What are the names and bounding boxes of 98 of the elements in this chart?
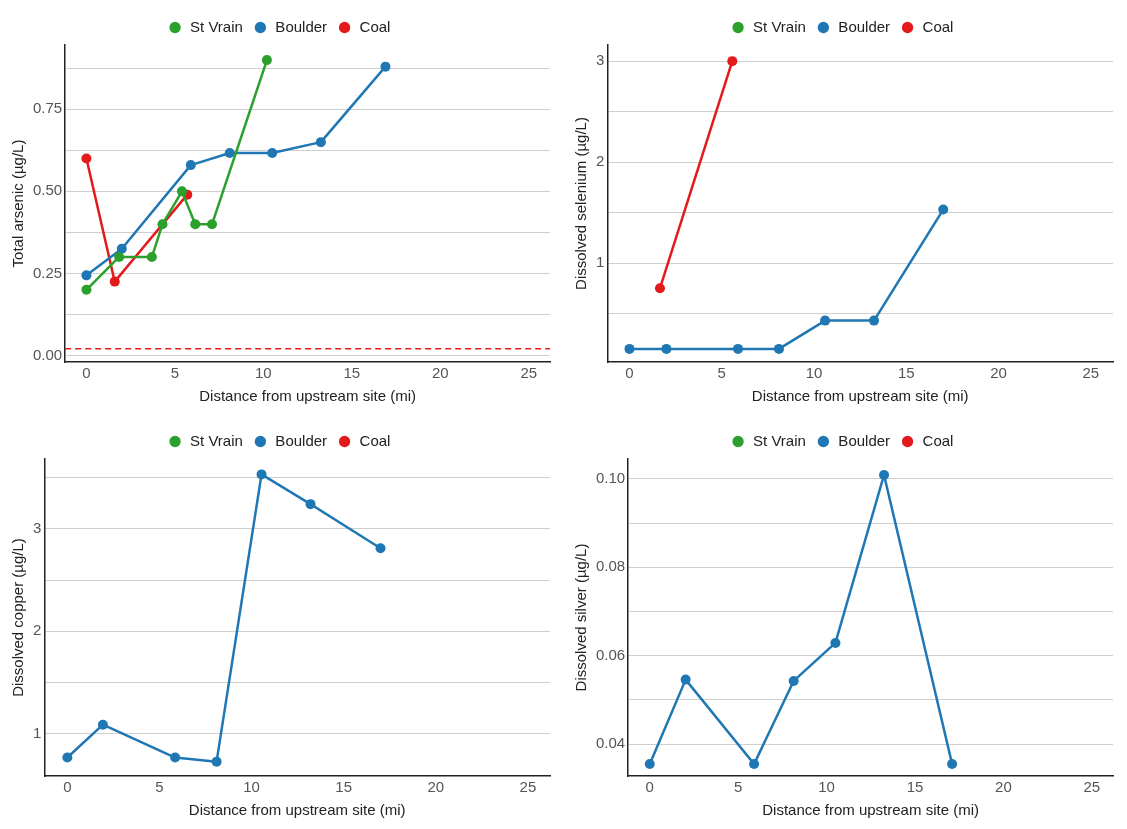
point — [267, 147, 278, 158]
point — [176, 186, 187, 197]
point — [305, 499, 316, 510]
x-tick-label: 25 — [1083, 778, 1101, 796]
y-tick-label: 3 — [596, 51, 605, 69]
point — [114, 251, 125, 262]
point — [81, 284, 92, 295]
point — [869, 315, 880, 326]
point — [62, 752, 73, 763]
x-tick-label: 10 — [818, 778, 835, 796]
point — [375, 543, 386, 554]
x-tick-label: 20 — [995, 778, 1012, 796]
point — [938, 204, 949, 215]
point — [207, 219, 218, 230]
point — [157, 219, 168, 230]
x-tick-label: 20 — [427, 778, 445, 796]
point — [820, 315, 831, 326]
legend-label: Boulder — [838, 431, 891, 449]
x-tick-label: 20 — [990, 364, 1007, 382]
point — [97, 719, 108, 730]
point — [170, 752, 181, 763]
legend-label: Coal — [922, 431, 954, 449]
legend-label: Coal — [922, 17, 954, 35]
point — [644, 759, 655, 770]
legend-label: Boulder — [838, 17, 891, 35]
y-axis-title: Dissolved selenium (µg/L) — [572, 117, 590, 290]
y-tick-label: 2 — [596, 152, 605, 170]
point — [116, 243, 127, 254]
legend-label: Coal — [359, 431, 391, 449]
x-tick-label: 0 — [625, 364, 634, 382]
point — [256, 469, 267, 480]
y-tick-label: 0.04 — [595, 734, 626, 752]
point — [315, 137, 326, 148]
point — [830, 637, 841, 648]
x-tick-label: 10 — [243, 778, 260, 796]
x-tick-label: 25 — [1082, 364, 1100, 382]
x-axis-title: Distance from upstream site (mi) — [751, 387, 969, 405]
point — [727, 56, 738, 67]
point — [680, 674, 691, 685]
x-tick-label: 15 — [343, 364, 361, 382]
x-tick-label: 15 — [906, 778, 924, 796]
x-tick-label: 0 — [645, 778, 654, 796]
point — [190, 219, 201, 230]
point — [947, 759, 958, 770]
x-tick-label: 15 — [897, 364, 915, 382]
point — [261, 55, 272, 66]
x-tick-label: 5 — [155, 778, 164, 796]
y-tick-label: 1 — [33, 724, 42, 742]
point — [81, 270, 92, 281]
x-tick-label: 20 — [431, 364, 449, 382]
x-tick-label: 5 — [734, 778, 743, 796]
legend-label: St Vrain — [190, 431, 243, 449]
y-tick-label: 0.06 — [595, 645, 626, 663]
x-axis-title: Distance from upstream site (mi) — [762, 801, 979, 819]
legend-label: St Vrain — [753, 431, 806, 449]
point — [224, 147, 235, 158]
x-tick-label: 25 — [519, 778, 537, 796]
point — [788, 675, 799, 686]
point — [624, 343, 635, 354]
point — [749, 759, 760, 770]
y-axis-title: Dissolved silver (µg/L) — [572, 543, 590, 692]
point — [185, 160, 196, 171]
y-tick-label: 0.50 — [32, 181, 63, 199]
point — [81, 153, 92, 164]
x-tick-label: 5 — [170, 364, 180, 382]
point — [109, 276, 120, 287]
legend-label: St Vrain — [190, 17, 243, 35]
point — [773, 343, 784, 354]
x-tick-label: 15 — [335, 778, 353, 796]
x-tick-label: 5 — [717, 364, 726, 382]
x-tick-label: 0 — [82, 364, 91, 382]
x-axis-title: Distance from upstream site (mi) — [188, 801, 406, 819]
y-tick-label: 1 — [596, 253, 605, 271]
x-tick-label: 0 — [63, 778, 72, 796]
legend-label: Boulder — [275, 431, 328, 449]
x-axis-title: Distance from upstream site (mi) — [199, 387, 416, 405]
x-tick-label: 10 — [255, 364, 272, 382]
y-tick-label: 0.10 — [595, 469, 626, 487]
y-axis-title: Total arsenic (µg/L) — [9, 139, 27, 268]
point — [661, 343, 672, 354]
point — [733, 343, 743, 354]
point — [211, 756, 222, 767]
legend-label: Coal — [359, 17, 391, 35]
y-tick-label: 2 — [33, 621, 42, 639]
legend-label: St Vrain — [753, 17, 806, 35]
y-tick-label: 3 — [33, 518, 42, 536]
legend-label: Boulder — [275, 17, 328, 35]
y-tick-label: 0.08 — [595, 557, 626, 575]
x-tick-label: 25 — [520, 364, 538, 382]
point — [654, 283, 665, 294]
y-axis-title: Dissolved copper (µg/L) — [9, 538, 27, 697]
x-tick-label: 10 — [805, 364, 823, 382]
point — [380, 61, 391, 72]
y-tick-label: 0.00 — [32, 345, 63, 363]
y-tick-label: 0.75 — [32, 99, 63, 117]
y-tick-label: 0.25 — [32, 263, 63, 281]
point — [879, 469, 890, 480]
point — [146, 251, 157, 262]
